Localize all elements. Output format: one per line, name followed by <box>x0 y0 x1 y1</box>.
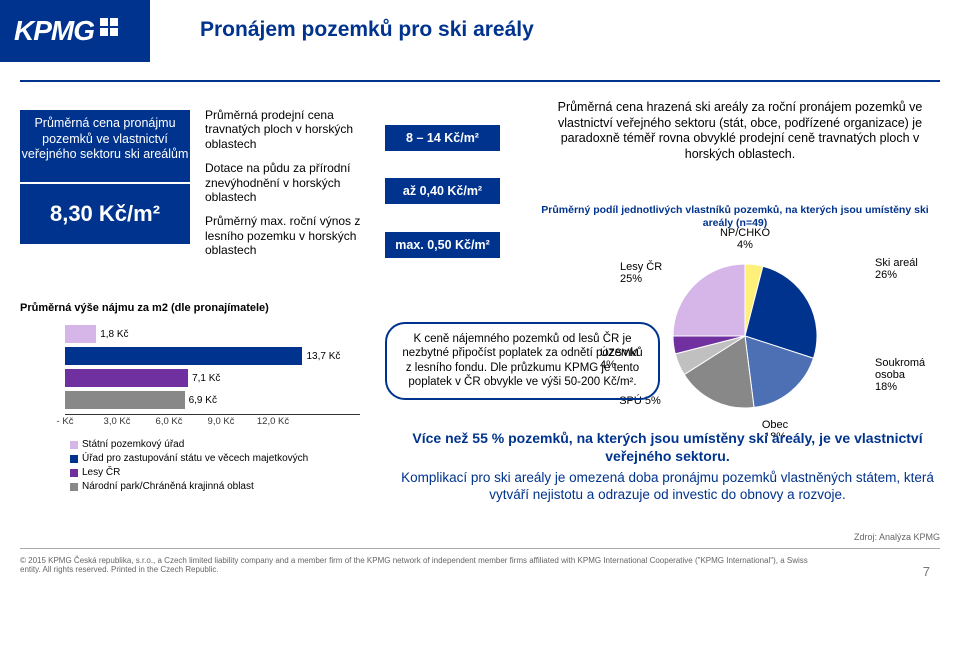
legend-label: Státní pozemkový úřad <box>82 438 184 452</box>
pie-label: Lesy ČR <box>620 260 662 273</box>
figure-row: Dotace na půdu za přírodní znevýhodnění … <box>205 161 510 204</box>
bar-tick: 6,0 Kč <box>156 416 183 427</box>
bar-tick: 12,0 Kč <box>257 416 289 427</box>
kpmg-logo: KPMG <box>0 0 150 62</box>
legend-label: Lesy ČR <box>82 466 120 480</box>
pie-label: Soukromá <box>875 357 926 369</box>
bar-row: 7,1 Kč <box>65 368 220 388</box>
legend-swatch <box>70 483 78 491</box>
legend-item: Úřad pro zastupování státu ve věcech maj… <box>70 452 308 466</box>
right-paragraph: Průměrná cena hrazená ski areály za ročn… <box>540 100 940 163</box>
bar-axis <box>65 414 360 415</box>
bar-row: 13,7 Kč <box>65 346 340 366</box>
comparison-figures: Průměrná prodejní cena travnatých ploch … <box>205 108 510 268</box>
highlight-sentence-1: Více než 55 % pozemků, na kterých jsou u… <box>395 430 940 465</box>
forestry-fee-note: K ceně nájemného pozemků od lesů ČR je n… <box>385 322 660 400</box>
kpmg-squares-icon <box>98 16 128 46</box>
bar-rect <box>65 391 185 409</box>
bar-row: 1,8 Kč <box>65 324 129 344</box>
pie-label: 25% <box>620 273 642 285</box>
highlight-sentence-2: Komplikací pro ski areály je omezená dob… <box>395 470 940 504</box>
bar-tick: 3,0 Kč <box>104 416 131 427</box>
bar-chart-title: Průměrná výše nájmu za m2 (dle pronajíma… <box>20 302 269 314</box>
bar-legend: Státní pozemkový úřadÚřad pro zastupován… <box>70 438 308 494</box>
figure-row: Průměrná prodejní cena travnatých ploch … <box>205 108 510 151</box>
pie-label: NP/CHKO <box>720 227 771 239</box>
legend-label: Úřad pro zastupování státu ve věcech maj… <box>82 452 308 466</box>
bar-rect <box>65 325 96 343</box>
pie-label: Ski areál <box>875 257 918 269</box>
pie-label: osoba <box>875 369 906 381</box>
figure-label: Průměrný max. roční výnos z lesního poze… <box>205 214 385 257</box>
pie-label: 18% <box>875 381 897 393</box>
legend-item: Lesy ČR <box>70 466 308 480</box>
legend-swatch <box>70 455 78 463</box>
bar-value-label: 1,8 Kč <box>100 329 128 340</box>
bar-tick: 9,0 Kč <box>208 416 235 427</box>
pie-label: 26% <box>875 269 897 281</box>
legend-swatch <box>70 469 78 477</box>
page-title: Pronájem pozemků pro ski areály <box>200 18 534 42</box>
figure-label: Dotace na půdu za přírodní znevýhodnění … <box>205 161 385 204</box>
title-divider <box>20 80 940 82</box>
source-note: Zdroj: Analýza KPMG <box>854 532 940 542</box>
legend-swatch <box>70 441 78 449</box>
rent-bar-chart: 1,8 Kč 13,7 Kč 7,1 Kč 6,9 Kč - Kč 3,0 Kč 6,0 K… <box>20 320 360 440</box>
pie-slice <box>673 264 745 336</box>
figure-row: Průměrný max. roční výnos z lesního poze… <box>205 214 510 257</box>
bar-value-label: 7,1 Kč <box>192 373 220 384</box>
kpmg-wordmark: KPMG <box>14 15 94 47</box>
bar-value-label: 6,9 Kč <box>189 395 217 406</box>
legend-item: Národní park/Chráněná krajinná oblast <box>70 480 308 494</box>
footer-divider <box>20 548 940 549</box>
avg-rent-label: Průměrná cena pronájmu pozemků ve vlastn… <box>20 110 190 182</box>
figure-label: Průměrná prodejní cena travnatých ploch … <box>205 108 385 151</box>
pie-label: 4% <box>737 239 753 251</box>
bar-rect <box>65 347 302 365</box>
page-number: 7 <box>923 564 930 579</box>
bar-rect <box>65 369 188 387</box>
bar-tick: - Kč <box>57 416 74 427</box>
bar-value-label: 13,7 Kč <box>306 351 340 362</box>
copyright-footer: © 2015 KPMG Česká republika, s.r.o., a C… <box>20 556 820 574</box>
legend-item: Státní pozemkový úřad <box>70 438 308 452</box>
figure-value: 8 – 14 Kč/m² <box>385 125 500 151</box>
legend-label: Národní park/Chráněná krajinná oblast <box>82 480 254 494</box>
bar-row: 6,9 Kč <box>65 390 217 410</box>
avg-rent-value: 8,30 Kč/m² <box>20 184 190 244</box>
owners-pie-chart: Lesy ČR25% NP/CHKO4% Ski areál26% Soukromáo… <box>560 206 930 436</box>
figure-value: max. 0,50 Kč/m² <box>385 232 500 258</box>
figure-value: až 0,40 Kč/m² <box>385 178 500 204</box>
